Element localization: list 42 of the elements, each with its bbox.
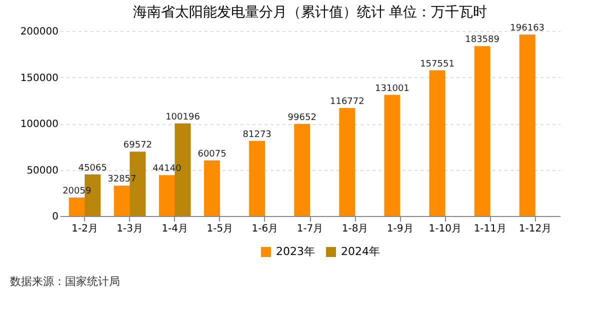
data-label: 196163 [510, 24, 545, 34]
x-tick-label: 1-11月 [474, 224, 507, 234]
data-label: 60075 [198, 149, 226, 160]
source-note: 数据来源：国家统计局 [10, 275, 120, 288]
bar [114, 186, 130, 216]
bar [519, 34, 536, 216]
x-tick-label: 1-2月 [72, 224, 98, 234]
x-tick-label: 1-3月 [116, 224, 143, 234]
data-label: 131001 [375, 84, 410, 94]
bar [68, 197, 85, 216]
bar [249, 140, 266, 216]
x-tick-label: 1-8月 [342, 224, 368, 234]
legend-label: 2023年 [276, 245, 315, 258]
y-tick-label: 50000 [26, 165, 58, 176]
bar [294, 124, 310, 216]
x-tick-label: 1-6月 [252, 224, 278, 234]
data-label: 183589 [465, 35, 500, 46]
data-label: 99652 [288, 112, 316, 123]
legend-label: 2024年 [341, 245, 380, 258]
bar [474, 46, 490, 216]
data-label: 100196 [166, 112, 200, 122]
y-tick-label: 200000 [20, 26, 58, 38]
bar [429, 70, 446, 216]
x-tick-label: 1-9月 [386, 224, 414, 234]
data-label: 69572 [123, 140, 152, 151]
chart-title: 海南省太阳能发电量分月（累计值）统计 单位：万千瓦时 [132, 4, 488, 21]
data-label: 81273 [242, 130, 272, 140]
x-tick-label: 1-4月 [162, 224, 188, 234]
bar [384, 94, 400, 216]
bar [158, 175, 175, 216]
y-tick-label: 150000 [20, 72, 58, 84]
bar [204, 160, 220, 216]
x-tick-label: 1-10月 [428, 224, 462, 234]
data-label: 116772 [330, 96, 364, 107]
data-label: 45065 [78, 163, 107, 174]
y-tick-label: 100000 [20, 119, 58, 130]
x-tick-label: 1-12月 [518, 224, 552, 234]
data-label: 157551 [420, 59, 454, 70]
bar [339, 108, 356, 216]
x-tick-label: 1-5月 [206, 224, 234, 234]
y-tick-label: 0 [52, 212, 58, 222]
x-tick-label: 1-7月 [296, 224, 324, 234]
